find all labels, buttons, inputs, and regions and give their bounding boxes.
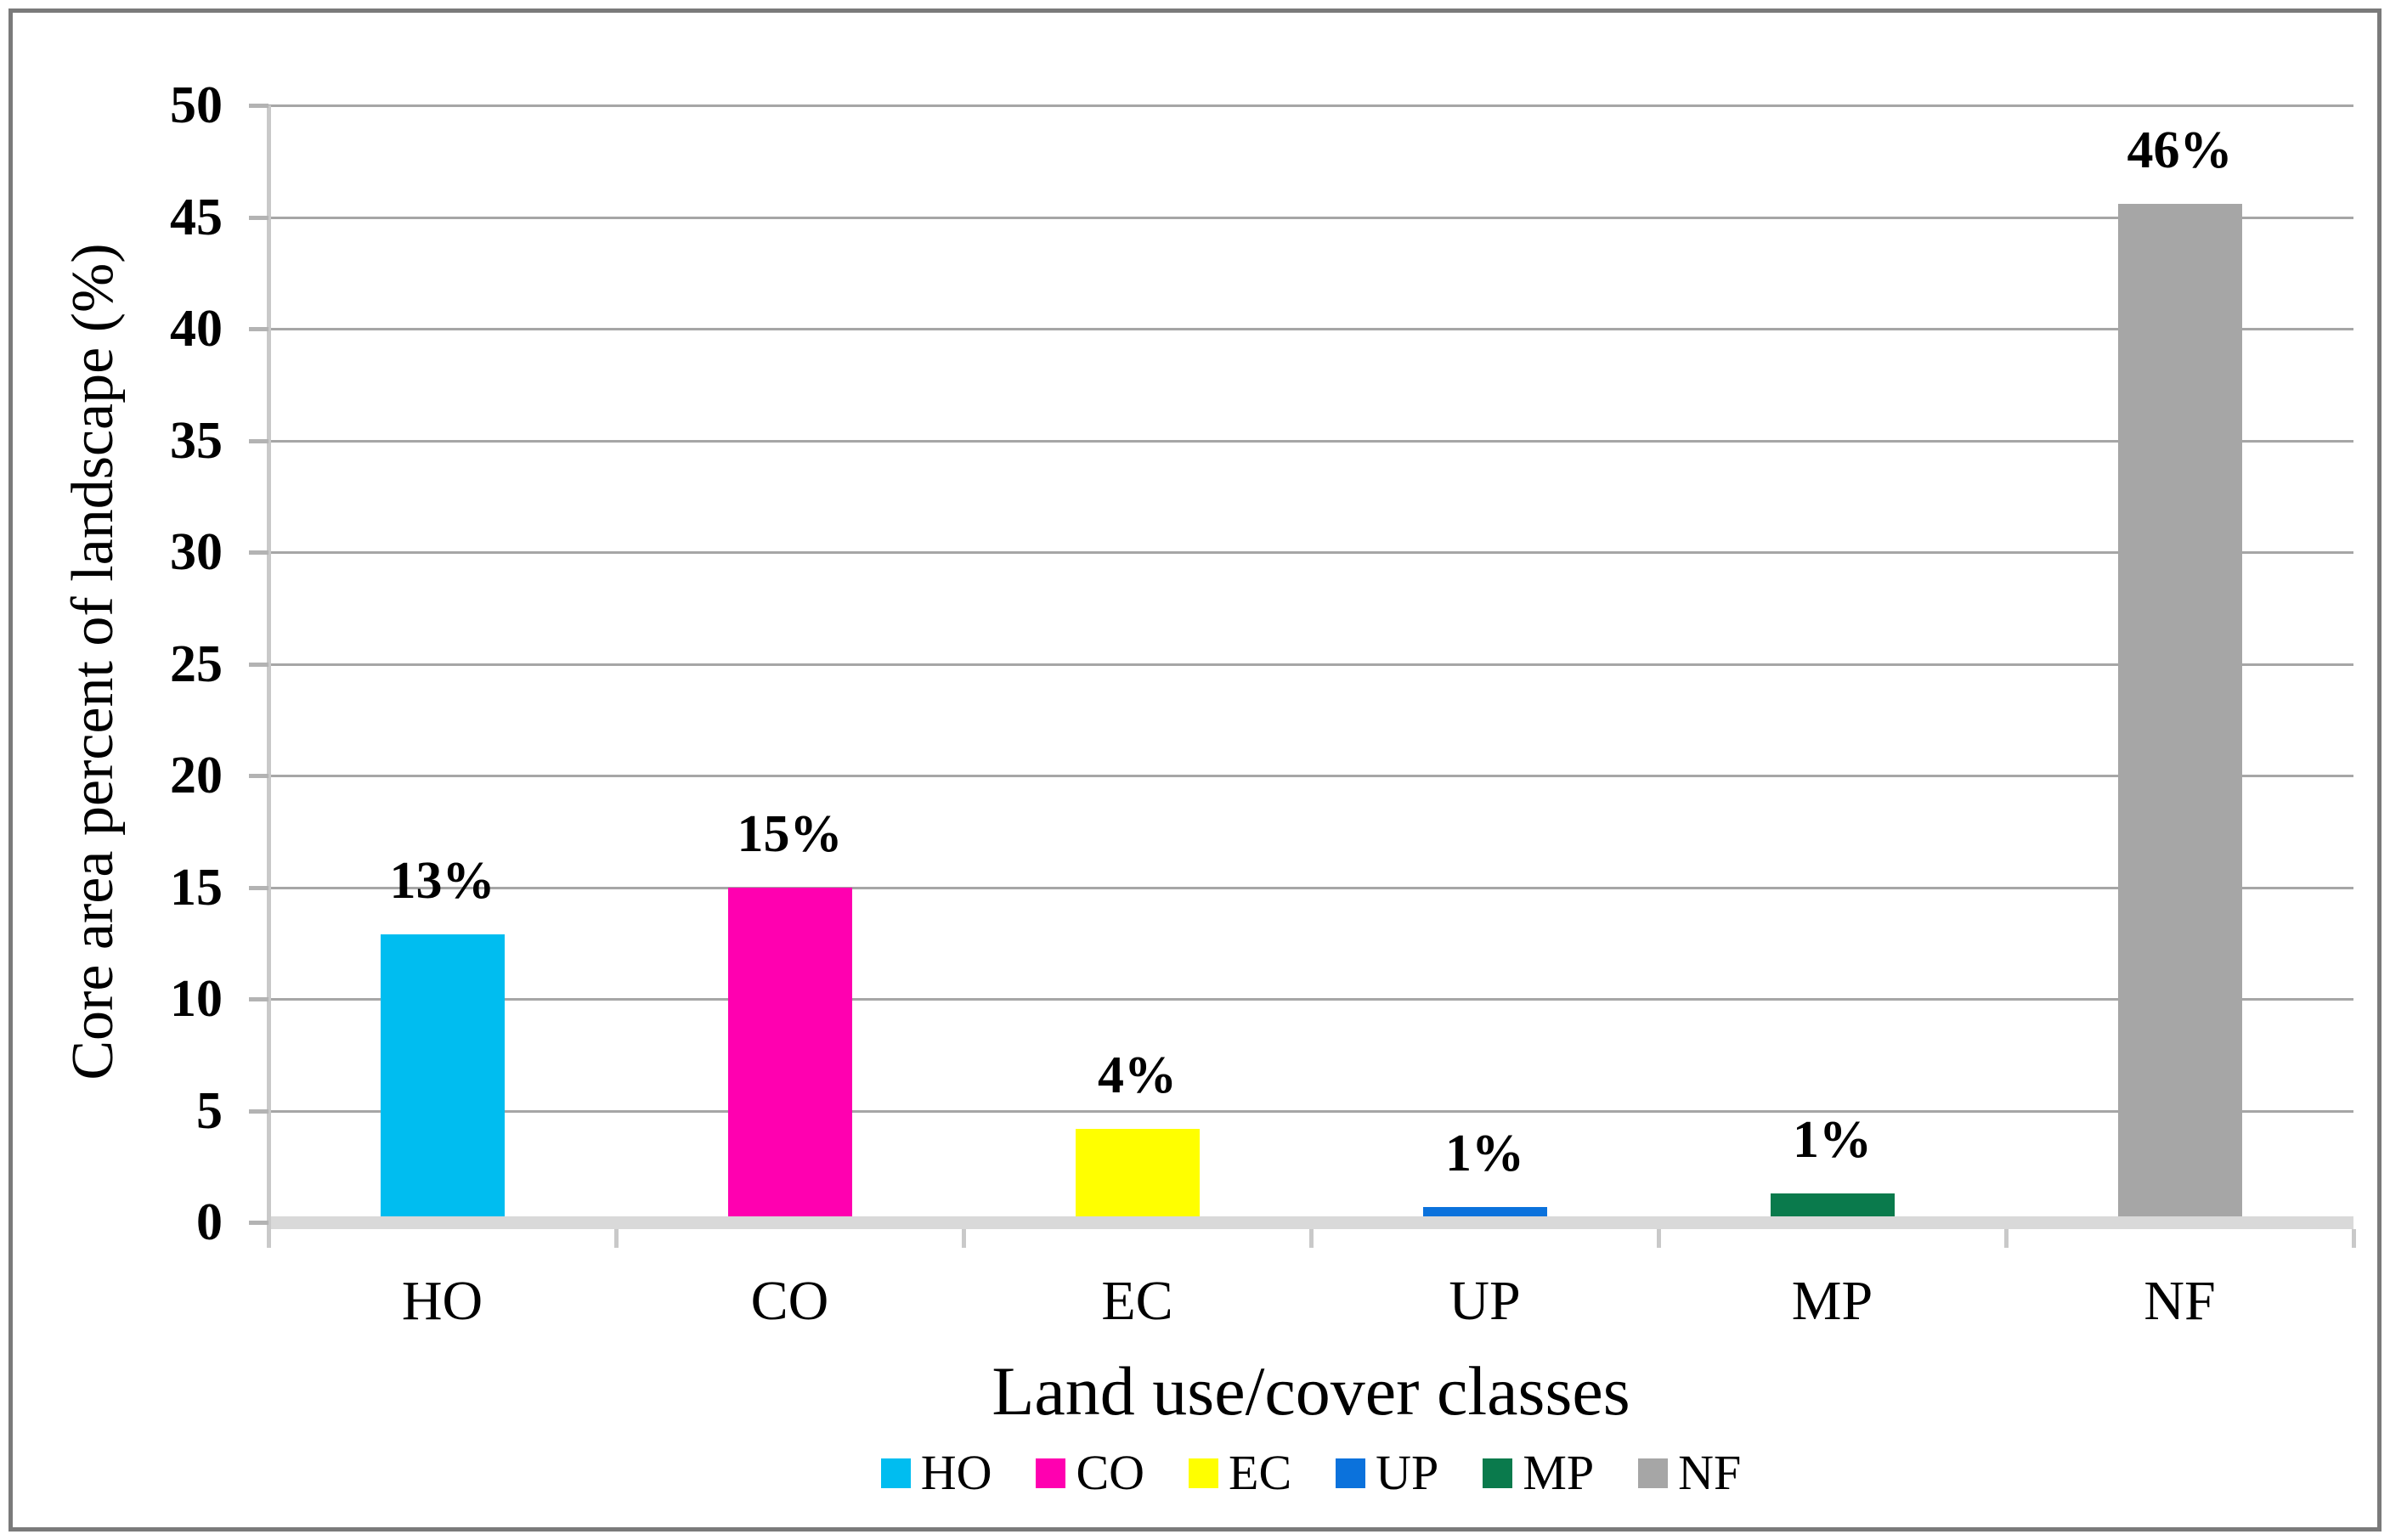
gridline [268, 663, 2353, 666]
gridline [268, 1109, 2353, 1113]
bar-value-label: 13% [389, 851, 495, 910]
y-tick [249, 1108, 268, 1114]
y-tick [249, 438, 268, 443]
x-tick-label: CO [750, 1270, 829, 1332]
x-tick [1309, 1229, 1314, 1248]
y-tick [249, 104, 268, 108]
legend-label: EC [1229, 1445, 1292, 1500]
x-tick [267, 1229, 271, 1248]
legend-label: NF [1678, 1445, 1742, 1500]
x-tick [614, 1229, 619, 1248]
y-tick-label: 5 [196, 1081, 223, 1140]
gridline [268, 328, 2353, 330]
bar-value-label: 1% [1445, 1124, 1524, 1182]
legend-swatch-icon [1483, 1458, 1513, 1488]
y-tick-label: 20 [170, 747, 223, 804]
gridline [268, 439, 2353, 443]
y-axis-title: Core area percent of landscape (%) [60, 243, 126, 1080]
legend: HO CO EC UP MP NF [268, 1446, 2353, 1500]
legend-item: MP [1483, 1446, 1594, 1500]
y-tick [249, 327, 268, 331]
legend-item: UP [1336, 1446, 1438, 1500]
bar [1075, 1128, 1200, 1216]
gridline [268, 998, 2353, 1001]
x-tick [962, 1229, 966, 1248]
bar-value-label: 46% [2127, 121, 2233, 179]
y-axis-line [267, 105, 271, 1237]
x-tick-label: UP [1449, 1270, 1521, 1332]
bar-value-label: 4% [1098, 1046, 1177, 1104]
legend-swatch-icon [1638, 1458, 1669, 1488]
x-tick-label: NF [2144, 1270, 2216, 1332]
y-tick-label: 45 [170, 188, 223, 246]
y-tick [249, 997, 268, 1001]
y-tick [249, 774, 268, 778]
y-tick-label: 50 [170, 76, 223, 134]
y-tick-label: 40 [170, 300, 223, 358]
legend-label: HO [920, 1445, 992, 1500]
y-tick [249, 1221, 268, 1225]
y-tick [249, 550, 268, 555]
y-tick [249, 662, 268, 667]
y-tick-label: 0 [196, 1193, 223, 1251]
bar [1422, 1206, 1547, 1216]
bar-value-label: 15% [737, 804, 843, 863]
bar [380, 934, 505, 1216]
gridline [268, 551, 2353, 554]
y-tick [249, 885, 268, 890]
bar [2117, 203, 2242, 1216]
legend-item: CO [1036, 1446, 1144, 1500]
bar [727, 887, 852, 1216]
x-axis-title: Land use/cover classes [992, 1352, 1630, 1430]
legend-swatch-icon [1189, 1458, 1219, 1488]
y-tick-label: 25 [170, 635, 223, 693]
legend-label: MP [1523, 1445, 1595, 1500]
gridline [268, 886, 2353, 889]
legend-swatch-icon [880, 1458, 911, 1488]
x-tick-label: MP [1791, 1270, 1873, 1332]
gridline [268, 775, 2353, 777]
x-axis-line [268, 1216, 2353, 1229]
legend-item: NF [1638, 1446, 1741, 1500]
y-tick [249, 215, 268, 220]
legend-swatch-icon [1336, 1458, 1366, 1488]
gridline [268, 216, 2353, 219]
y-tick-label: 10 [170, 970, 223, 1028]
x-tick [1657, 1229, 1661, 1248]
legend-label: CO [1076, 1445, 1145, 1500]
x-tick [2004, 1229, 2009, 1248]
x-tick [2352, 1229, 2356, 1248]
legend-item: EC [1189, 1446, 1291, 1500]
gridline [268, 104, 2353, 107]
legend-item: HO [880, 1445, 992, 1500]
y-tick-label: 35 [170, 411, 223, 470]
x-tick-label: EC [1101, 1270, 1173, 1332]
legend-swatch-icon [1036, 1458, 1066, 1488]
x-tick-label: HO [401, 1270, 483, 1332]
legend-label: UP [1376, 1445, 1439, 1500]
y-tick-label: 30 [170, 523, 223, 581]
y-tick-label: 15 [170, 858, 223, 917]
bar [1770, 1193, 1895, 1216]
bar-value-label: 1% [1793, 1110, 1872, 1169]
